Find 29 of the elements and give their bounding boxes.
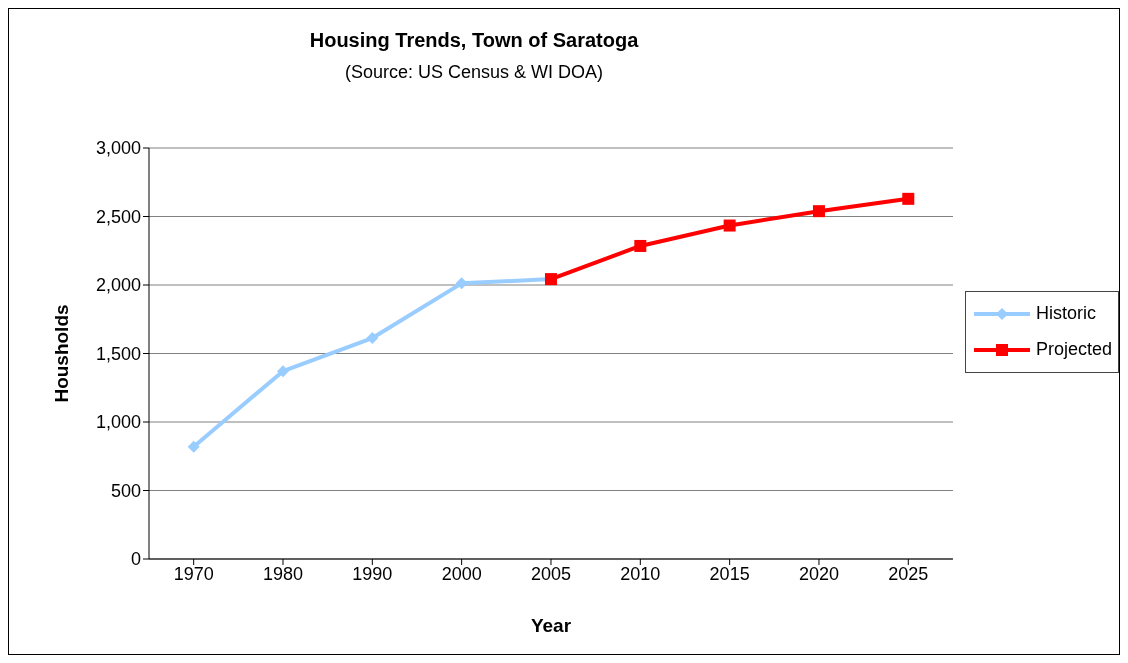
chart-subtitle: (Source: US Census & WI DOA) [343, 62, 605, 83]
y-axis-title: Housholds [50, 304, 72, 403]
y-tick-label: 1,000 [95, 412, 141, 433]
x-tick-label: 1970 [173, 563, 214, 584]
y-tick-label: 1,500 [95, 343, 141, 364]
point [187, 440, 200, 453]
x-tick-label: 2000 [441, 563, 482, 584]
x-tick-label: 1990 [352, 563, 393, 584]
legend-label: Projected [1035, 339, 1112, 360]
x-tick-label: 2020 [798, 563, 839, 584]
y-tick-label: 2,000 [95, 275, 141, 296]
x-tick-label: 2015 [709, 563, 750, 584]
x-tick-label: 2010 [620, 563, 661, 584]
x-tick-label: 1980 [262, 563, 304, 584]
point [276, 365, 289, 378]
point [723, 219, 736, 232]
y-tick-label: 2,500 [95, 206, 141, 227]
y-tick-label: 3,000 [95, 138, 141, 159]
x-axis-title: Year [530, 615, 572, 636]
y-tick-label: 500 [110, 480, 141, 501]
x-tick-label: 2005 [530, 563, 571, 584]
point [634, 239, 647, 252]
chart-title: Housing Trends, Town of Saratoga [308, 29, 640, 52]
point [902, 192, 915, 205]
point [366, 332, 379, 345]
y-tick-label: 0 [130, 549, 141, 570]
legend-label: Historic [1035, 303, 1096, 324]
point [812, 205, 825, 218]
x-tick-label: 2025 [888, 563, 929, 584]
